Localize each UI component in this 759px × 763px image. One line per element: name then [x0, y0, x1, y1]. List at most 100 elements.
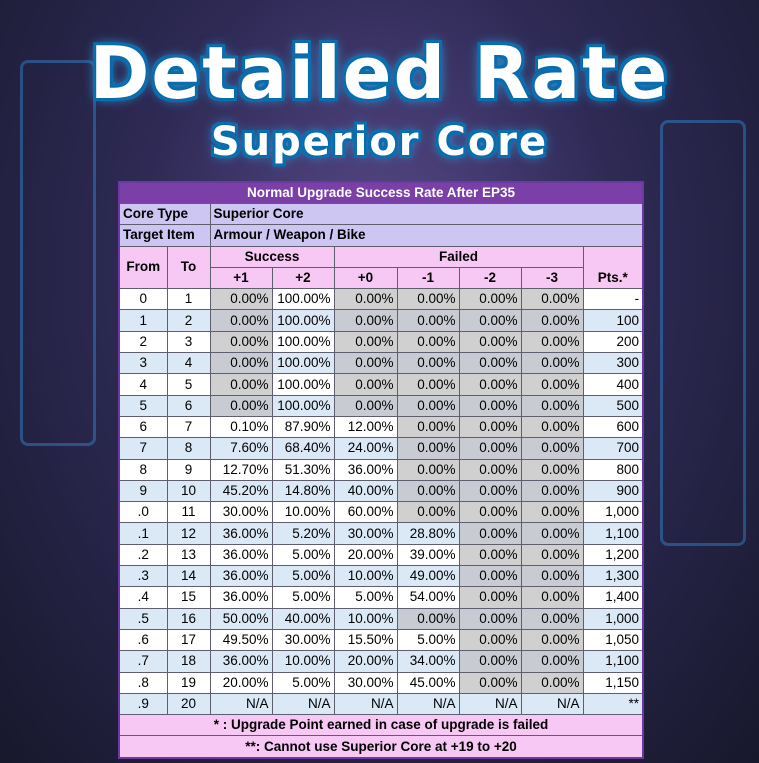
pts-cell: 200	[582, 330, 644, 354]
to-cell: 4	[166, 352, 211, 375]
rate-cell: 0.00%	[333, 309, 398, 332]
subheader-cell: -3	[520, 266, 584, 290]
from-cell: .3	[118, 565, 168, 588]
subheader-cell: -1	[396, 266, 460, 290]
header-from: From	[118, 245, 168, 290]
table-row: .3 14 36.00% 5.00% 10.00% 49.00% 0.00% 0.00% 1,3…	[118, 565, 644, 588]
rate-cell: 0.00%	[520, 522, 584, 545]
rate-cell: 0.00%	[396, 501, 460, 524]
subheader-cell: +2	[271, 266, 335, 290]
rate-cell: 0.00%	[209, 373, 273, 396]
rate-cell: 36.00%	[209, 543, 273, 567]
subheader-cell: +1	[209, 266, 273, 290]
rate-cell: 28.80%	[396, 522, 460, 545]
rate-cell: 0.00%	[396, 607, 460, 630]
from-cell: 5	[118, 394, 168, 417]
rate-cell: 0.00%	[396, 309, 460, 332]
rate-cell: 5.00%	[271, 565, 335, 588]
rate-cell: 68.40%	[271, 437, 335, 460]
rate-cell: 36.00%	[209, 650, 273, 673]
rate-cell: 10.00%	[333, 607, 398, 630]
rate-cell: 0.00%	[520, 607, 584, 630]
table-row: .5 16 50.00% 40.00% 10.00% 0.00% 0.00% 0.00% 1,0…	[118, 607, 644, 630]
from-cell: .1	[118, 522, 168, 545]
rate-cell: 0.00%	[209, 330, 273, 354]
to-cell: 9	[166, 458, 211, 481]
to-cell: 7	[166, 415, 211, 439]
from-cell: 4	[118, 373, 168, 396]
rate-cell: 0.00%	[520, 650, 584, 673]
from-cell: .7	[118, 650, 168, 673]
rate-cell: N/A	[520, 692, 584, 716]
rate-cell: 0.00%	[458, 501, 522, 524]
target-item-value: Armour / Weapon / Bike	[209, 224, 644, 247]
rate-cell: 0.00%	[396, 288, 460, 311]
from-cell: 0	[118, 288, 168, 311]
from-cell: .0	[118, 501, 168, 524]
rate-cell: 49.50%	[209, 628, 273, 652]
rate-cell: 0.00%	[520, 458, 584, 481]
rate-cell: 0.00%	[333, 394, 398, 417]
rate-cell: 0.00%	[396, 330, 460, 354]
rate-cell: 12.70%	[209, 458, 273, 481]
rate-cell: 34.00%	[396, 650, 460, 673]
rate-cell: 36.00%	[209, 522, 273, 545]
rate-cell: 45.00%	[396, 671, 460, 694]
to-cell: 10	[166, 479, 211, 503]
from-cell: .6	[118, 628, 168, 652]
from-cell: 2	[118, 330, 168, 354]
rate-cell: 40.00%	[333, 479, 398, 503]
from-cell: .8	[118, 671, 168, 694]
pts-cell: 500	[582, 394, 644, 417]
rate-cell: 30.00%	[271, 628, 335, 652]
rate-cell: 100.00%	[271, 394, 335, 417]
core-type-value: Superior Core	[209, 202, 644, 226]
rate-cell: 0.00%	[209, 309, 273, 332]
rate-cell: 0.00%	[458, 522, 522, 545]
pts-cell: 1,050	[582, 628, 644, 652]
pts-cell: 800	[582, 458, 644, 481]
rate-cell: 51.30%	[271, 458, 335, 481]
core-type-label: Core Type	[118, 202, 211, 226]
rate-cell: 39.00%	[396, 543, 460, 567]
rate-cell: 0.00%	[209, 288, 273, 311]
rate-cell: 0.00%	[458, 352, 522, 375]
table-row: .9 20 N/A N/A N/A N/A N/A N/A **	[118, 692, 644, 716]
rate-cell: 5.00%	[333, 586, 398, 609]
rate-cell: 0.00%	[458, 288, 522, 311]
rate-cell: 5.00%	[271, 543, 335, 567]
pts-cell: 1,150	[582, 671, 644, 694]
rate-cell: 0.00%	[333, 373, 398, 396]
from-cell: 1	[118, 309, 168, 332]
rate-cell: 0.00%	[458, 309, 522, 332]
table-row: 6 7 0.10% 87.90% 12.00% 0.00% 0.00% 0.00% 600	[118, 415, 644, 439]
rate-cell: 0.00%	[520, 415, 584, 439]
table-row: .4 15 36.00% 5.00% 5.00% 54.00% 0.00% 0.00% 1,40…	[118, 586, 644, 609]
rate-cell: 0.00%	[396, 437, 460, 460]
rate-cell: 60.00%	[333, 501, 398, 524]
rate-cell: 14.80%	[271, 479, 335, 503]
rate-cell: 100.00%	[271, 330, 335, 354]
to-cell: 17	[166, 628, 211, 652]
rate-cell: 49.00%	[396, 565, 460, 588]
from-cell: .4	[118, 586, 168, 609]
table-row: 0 1 0.00% 100.00% 0.00% 0.00% 0.00% 0.00% -	[118, 288, 644, 311]
rate-cell: 54.00%	[396, 586, 460, 609]
table-row: .7 18 36.00% 10.00% 20.00% 34.00% 0.00% 0.00% 1,…	[118, 650, 644, 673]
rate-cell: 0.00%	[520, 288, 584, 311]
rate-cell: 0.00%	[520, 352, 584, 375]
target-item-label: Target Item	[118, 224, 211, 247]
pts-cell: 1,000	[582, 607, 644, 630]
rate-cell: N/A	[209, 692, 273, 716]
rate-cell: 0.00%	[396, 479, 460, 503]
rate-cell: 87.90%	[271, 415, 335, 439]
rate-cell: 30.00%	[333, 671, 398, 694]
table-row: 5 6 0.00% 100.00% 0.00% 0.00% 0.00% 0.00% 500	[118, 394, 644, 417]
table-row: .0 11 30.00% 10.00% 60.00% 0.00% 0.00% 0.00% 1,0…	[118, 501, 644, 524]
rate-cell: 45.20%	[209, 479, 273, 503]
rate-cell: 20.00%	[333, 650, 398, 673]
rate-cell: 0.00%	[396, 373, 460, 396]
from-cell: 8	[118, 458, 168, 481]
table-row: 8 9 12.70% 51.30% 36.00% 0.00% 0.00% 0.00% 800	[118, 458, 644, 481]
rate-cell: 0.00%	[520, 394, 584, 417]
